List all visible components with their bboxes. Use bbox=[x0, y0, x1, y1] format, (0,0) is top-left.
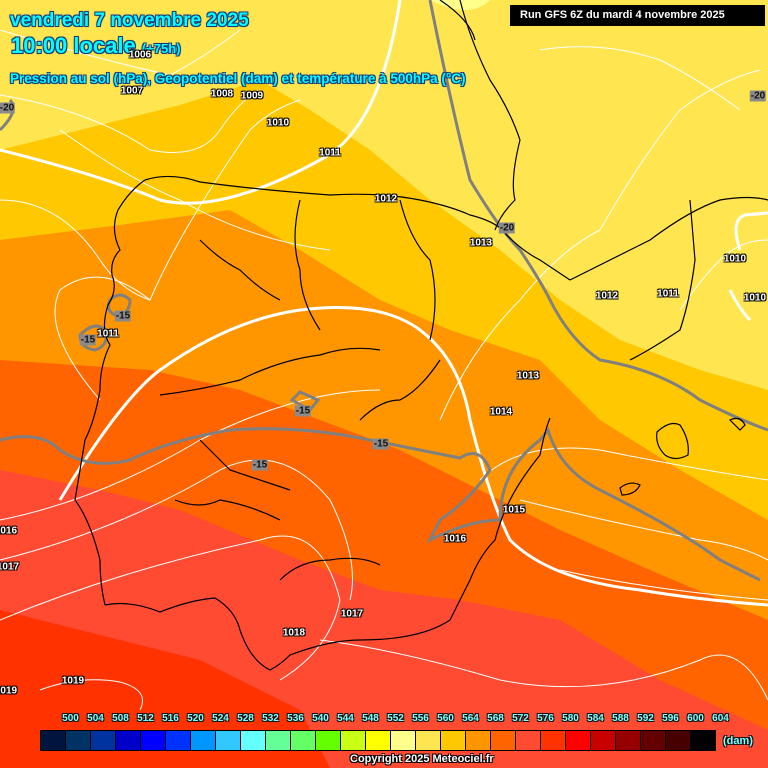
legend-color-swatch bbox=[466, 731, 491, 750]
isobar-label: 1016 bbox=[0, 525, 18, 537]
copyright: Copyright 2025 Meteociel.fr bbox=[350, 753, 494, 765]
legend-tick: 520 bbox=[187, 713, 204, 724]
isobar-label: 1015 bbox=[502, 504, 526, 516]
model-run-banner: Run GFS 6Z du mardi 4 novembre 2025 bbox=[510, 5, 765, 26]
legend-color-swatch bbox=[91, 731, 116, 750]
isobar-label: 1009 bbox=[240, 90, 264, 102]
isobar-label: 1019 bbox=[61, 675, 85, 687]
legend-tick: 512 bbox=[137, 713, 154, 724]
legend-color-swatch bbox=[266, 731, 291, 750]
legend-color-swatch bbox=[341, 731, 366, 750]
legend-color-swatch bbox=[666, 731, 691, 750]
legend-tick: 544 bbox=[337, 713, 354, 724]
isobar-label: 1013 bbox=[469, 237, 493, 249]
forecast-time-value: 10:00 locale bbox=[11, 33, 136, 58]
legend-color-swatch bbox=[641, 731, 666, 750]
legend-color-swatch bbox=[166, 731, 191, 750]
legend-color-bar bbox=[40, 730, 716, 751]
isobar-label: 1014 bbox=[489, 406, 513, 418]
isobar-label: 1012 bbox=[595, 290, 619, 302]
isotherm-label: -15 bbox=[114, 310, 132, 322]
isobar-label: 1011 bbox=[319, 147, 341, 159]
legend-color-swatch bbox=[691, 731, 715, 750]
legend-tick: 588 bbox=[612, 713, 629, 724]
legend-color-swatch bbox=[216, 731, 241, 750]
legend-color-swatch bbox=[591, 731, 616, 750]
isotherm-label: -20 bbox=[498, 222, 516, 234]
isobar-label: 1008 bbox=[210, 88, 234, 100]
legend-color-swatch bbox=[66, 731, 91, 750]
legend-tick: 536 bbox=[287, 713, 304, 724]
legend-tick: 524 bbox=[212, 713, 229, 724]
legend-unit: (dam) bbox=[723, 735, 753, 747]
isobar-label: 1016 bbox=[443, 533, 467, 545]
isobar-label: 1019 bbox=[0, 685, 18, 697]
legend-tick: 564 bbox=[462, 713, 479, 724]
legend-tick: 516 bbox=[162, 713, 179, 724]
isotherm-label: -15 bbox=[294, 405, 312, 417]
isobar-label: 1017 bbox=[340, 608, 364, 620]
legend-color-swatch bbox=[366, 731, 391, 750]
legend-color-swatch bbox=[116, 731, 141, 750]
legend-tick: 540 bbox=[312, 713, 329, 724]
isobar-label: 1012 bbox=[374, 193, 398, 205]
legend-tick: 580 bbox=[562, 713, 579, 724]
legend-tick: 560 bbox=[437, 713, 454, 724]
legend-tick: 576 bbox=[537, 713, 554, 724]
legend-tick: 528 bbox=[237, 713, 254, 724]
isobar-label: 1018 bbox=[282, 627, 306, 639]
legend-color-swatch bbox=[516, 731, 541, 750]
legend-tick: 600 bbox=[687, 713, 704, 724]
isotherm-label: -20 bbox=[749, 90, 767, 102]
legend-tick: 592 bbox=[637, 713, 654, 724]
legend-color-swatch bbox=[441, 731, 466, 750]
legend-ticks: 500 504 508 512 516 520 524 528 532 536 540 544 548 5… bbox=[58, 713, 733, 724]
legend-color-swatch bbox=[41, 731, 66, 750]
forecast-date: vendredi 7 novembre 2025 bbox=[10, 10, 249, 31]
isotherm-label: -15 bbox=[251, 459, 269, 471]
legend-tick: 548 bbox=[362, 713, 379, 724]
isotherm-label: -15 bbox=[79, 334, 97, 346]
legend-tick: 604 bbox=[712, 713, 729, 724]
isobar-label: 1011 bbox=[657, 288, 679, 300]
forecast-lead: (+75h) bbox=[141, 41, 181, 56]
legend-tick: 532 bbox=[262, 713, 279, 724]
legend-tick: 556 bbox=[412, 713, 429, 724]
legend-color-swatch bbox=[316, 731, 341, 750]
legend-color-swatch bbox=[241, 731, 266, 750]
legend-tick: 500 bbox=[62, 713, 79, 724]
legend-tick: 596 bbox=[662, 713, 679, 724]
legend-color-swatch bbox=[191, 731, 216, 750]
legend-tick: 508 bbox=[112, 713, 129, 724]
forecast-time: 10:00 locale (+75h) bbox=[11, 33, 181, 59]
map-subtitle: Pression au sol (hPa), Geopotentiel (dam… bbox=[10, 71, 466, 86]
legend-color-swatch bbox=[291, 731, 316, 750]
legend-color-swatch bbox=[541, 731, 566, 750]
legend-tick: 584 bbox=[587, 713, 604, 724]
isobar-label: 1010 bbox=[743, 292, 767, 304]
geopotential-legend: 500 504 508 512 516 520 524 528 532 536 540 544 548 5… bbox=[40, 713, 768, 768]
legend-tick: 504 bbox=[87, 713, 104, 724]
legend-color-swatch bbox=[141, 731, 166, 750]
isobar-label: 1010 bbox=[723, 253, 747, 265]
legend-tick: 568 bbox=[487, 713, 504, 724]
legend-color-swatch bbox=[491, 731, 516, 750]
isobar-label: 1017 bbox=[0, 561, 20, 573]
legend-color-swatch bbox=[391, 731, 416, 750]
legend-color-swatch bbox=[566, 731, 591, 750]
legend-tick: 552 bbox=[387, 713, 404, 724]
isobar-label: 1007 bbox=[120, 85, 144, 97]
isobar-label: 1011 bbox=[97, 328, 119, 340]
isotherm-label: -15 bbox=[372, 438, 390, 450]
legend-tick: 572 bbox=[512, 713, 529, 724]
legend-color-swatch bbox=[616, 731, 641, 750]
legend-color-swatch bbox=[416, 731, 441, 750]
isobar-label: 1010 bbox=[266, 117, 290, 129]
isobar-label: 1006 bbox=[128, 49, 152, 61]
isotherm-label: -20 bbox=[0, 102, 16, 114]
isobar-label: 1013 bbox=[516, 370, 540, 382]
